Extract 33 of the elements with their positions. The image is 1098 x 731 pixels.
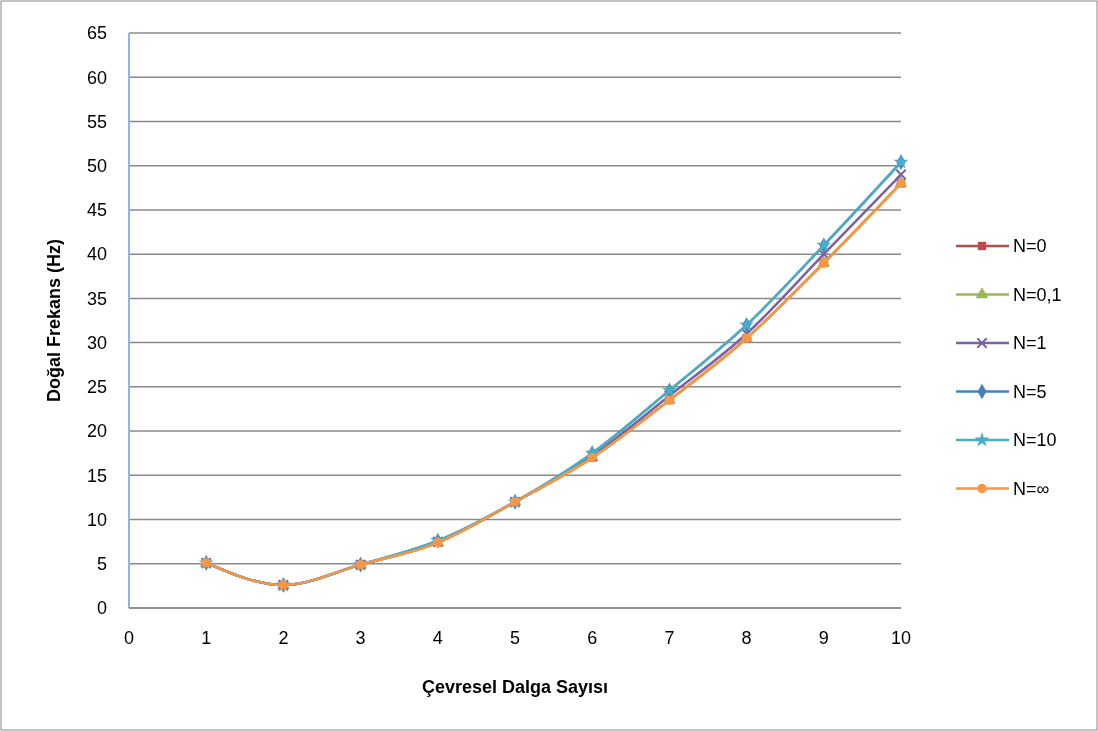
y-tick-label: 5 bbox=[96, 554, 107, 575]
x-tick-label: 4 bbox=[432, 628, 443, 648]
y-tick-label: 40 bbox=[86, 244, 107, 265]
y-tick-label: 0 bbox=[96, 598, 107, 619]
y-tick-label: 30 bbox=[86, 332, 107, 353]
legend-label: N=5 bbox=[1013, 381, 1047, 402]
legend-label: N=∞ bbox=[1013, 478, 1050, 499]
y-tick-label: 35 bbox=[86, 288, 107, 309]
y-tick-label: 55 bbox=[86, 111, 107, 132]
y-tick-label: 60 bbox=[86, 67, 107, 88]
y-tick-label: 65 bbox=[86, 23, 107, 44]
x-tick-label: 1 bbox=[201, 628, 212, 648]
x-tick-label: 10 bbox=[890, 628, 912, 648]
legend-label: N=0 bbox=[1013, 236, 1047, 257]
legend-label: N=0,1 bbox=[1013, 284, 1062, 305]
y-tick-label: 25 bbox=[86, 377, 107, 398]
x-tick-label: 0 bbox=[123, 628, 135, 648]
x-tick-label: 3 bbox=[355, 628, 366, 648]
y-tick-label: 45 bbox=[86, 200, 107, 221]
y-tick-label: 20 bbox=[86, 421, 107, 442]
x-axis-title: Çevresel Dalga Sayısı bbox=[421, 677, 609, 697]
x-tick-label: 6 bbox=[587, 628, 598, 648]
x-tick-label: 8 bbox=[741, 628, 752, 648]
x-tick-label: 5 bbox=[509, 628, 521, 648]
y-tick-label: 10 bbox=[86, 509, 107, 530]
legend-label: N=1 bbox=[1013, 333, 1047, 354]
x-tick-label: 7 bbox=[664, 628, 675, 648]
x-tick-label: 2 bbox=[278, 628, 289, 648]
y-tick-label: 15 bbox=[86, 465, 107, 486]
legend-label: N=10 bbox=[1013, 430, 1057, 451]
x-tick-label: 9 bbox=[818, 628, 829, 648]
y-axis-title: Doğal Frekans (Hz) bbox=[44, 238, 64, 403]
y-tick-label: 50 bbox=[86, 155, 107, 176]
